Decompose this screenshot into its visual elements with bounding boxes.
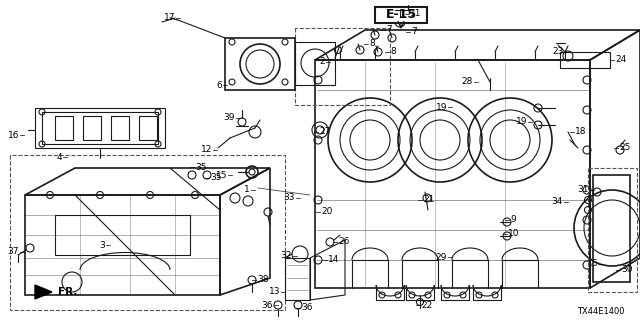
- Text: 4: 4: [56, 153, 62, 162]
- Text: 30: 30: [621, 266, 632, 275]
- Text: 28: 28: [461, 77, 473, 86]
- FancyBboxPatch shape: [375, 7, 427, 23]
- Text: 15: 15: [216, 171, 227, 180]
- Text: 35: 35: [195, 163, 207, 172]
- Text: 20: 20: [321, 207, 332, 217]
- Text: 25: 25: [619, 143, 630, 153]
- Text: 7: 7: [386, 26, 392, 35]
- Text: TX44E1400: TX44E1400: [577, 308, 625, 316]
- Text: 29: 29: [436, 252, 447, 261]
- Text: FR.: FR.: [58, 287, 77, 297]
- Text: 38: 38: [257, 276, 269, 284]
- Text: 27: 27: [319, 127, 330, 137]
- Text: 3: 3: [99, 241, 105, 250]
- Text: 12: 12: [200, 146, 212, 155]
- Text: 36: 36: [262, 300, 273, 309]
- Text: 36: 36: [301, 303, 312, 313]
- Text: E-15: E-15: [385, 9, 417, 21]
- Text: 6: 6: [216, 81, 222, 90]
- Text: 5: 5: [591, 260, 597, 268]
- Text: 24: 24: [615, 55, 627, 65]
- Text: 35: 35: [210, 173, 221, 182]
- Text: 17: 17: [163, 13, 175, 22]
- Text: 26: 26: [338, 237, 349, 246]
- Text: 31: 31: [577, 186, 589, 195]
- Text: 18: 18: [575, 127, 586, 137]
- Text: 1: 1: [244, 186, 250, 195]
- Text: 8: 8: [390, 47, 396, 57]
- Text: 9: 9: [510, 215, 516, 225]
- Text: 21: 21: [423, 196, 435, 204]
- Text: 37: 37: [8, 247, 19, 257]
- Text: 13: 13: [269, 287, 280, 297]
- Text: 19: 19: [435, 102, 447, 111]
- Text: 33: 33: [284, 194, 295, 203]
- Text: 34: 34: [552, 197, 563, 206]
- Text: 22: 22: [421, 300, 432, 309]
- Text: 32: 32: [280, 252, 292, 260]
- Text: 16: 16: [8, 131, 19, 140]
- Text: 14: 14: [328, 255, 339, 265]
- Text: 2: 2: [319, 58, 325, 67]
- Text: 11: 11: [410, 10, 422, 19]
- Text: 10: 10: [508, 229, 520, 238]
- Text: 39: 39: [223, 114, 235, 123]
- Text: 19: 19: [515, 117, 527, 126]
- Polygon shape: [35, 285, 52, 299]
- Text: 8: 8: [369, 39, 375, 49]
- Text: 7: 7: [411, 28, 417, 36]
- Text: 23: 23: [552, 47, 564, 57]
